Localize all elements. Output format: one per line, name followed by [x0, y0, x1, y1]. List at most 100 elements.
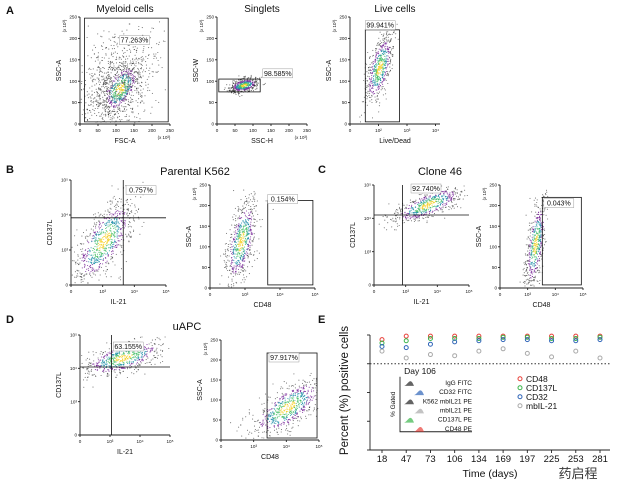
plot-4-event — [242, 229, 244, 231]
plot-0-event — [97, 57, 99, 59]
plot-2-event — [371, 95, 373, 97]
plot-4-event — [230, 261, 233, 263]
plot-5-event — [454, 188, 456, 190]
plot-6-event — [527, 283, 529, 285]
plot-0-event — [138, 76, 140, 78]
plot-4-event — [245, 216, 247, 218]
plot-3-event — [96, 253, 99, 255]
plot-2-event — [386, 66, 388, 69]
plot-3-event — [86, 239, 88, 241]
plot-0-event — [81, 83, 83, 85]
plot-0-event — [100, 113, 103, 115]
plot-0-event — [124, 97, 126, 99]
plot-3-event — [80, 243, 82, 245]
plot-0-event — [143, 48, 145, 50]
plot-4-event — [248, 204, 250, 206]
plot-0-event — [149, 67, 151, 69]
plot-3-event — [96, 269, 98, 271]
plot-3-event — [93, 270, 96, 272]
plot-3-event — [74, 271, 76, 273]
plot-6-event — [539, 208, 541, 210]
plot-0-event — [129, 87, 131, 89]
plot-6-event — [539, 217, 541, 219]
plot-3-event — [119, 276, 121, 278]
plot-4-event — [240, 210, 243, 212]
plot-5-event — [442, 203, 444, 205]
plot-3-event — [90, 254, 92, 256]
plot-5-event — [453, 199, 455, 201]
plot-1-event — [242, 87, 244, 89]
plot-5-event — [440, 207, 442, 209]
plot-4-event — [239, 247, 241, 249]
plot-0-event — [119, 68, 121, 71]
plot-2-event — [380, 74, 382, 76]
plot-4-event — [250, 233, 252, 235]
plot-4-event — [246, 252, 248, 254]
plot-5-event — [395, 229, 397, 231]
plot-2-event — [363, 112, 365, 114]
plot-0-event — [110, 52, 113, 54]
plot-2-event — [381, 64, 383, 66]
plot-4-event — [242, 258, 244, 260]
plot-2-event — [370, 72, 373, 74]
plot-0-event — [137, 101, 139, 104]
plot-1-event — [237, 83, 239, 85]
plot-4-event — [225, 264, 227, 266]
plot-0-event — [125, 106, 127, 108]
plot-0-event — [114, 102, 116, 104]
plot-5-event — [395, 210, 397, 212]
plot-5-event — [426, 207, 429, 209]
plot-3-event — [105, 253, 107, 255]
plot-2-event — [366, 96, 368, 98]
plot-3-event — [112, 249, 114, 252]
plot-3-event — [110, 276, 112, 278]
plot-2-event — [372, 90, 374, 93]
plot-5-event — [399, 216, 401, 218]
plot-6-event — [529, 229, 531, 231]
plot-0-event — [89, 96, 91, 98]
plot-1-event — [246, 85, 248, 87]
plot-0-event — [110, 90, 112, 92]
plot-5-event — [445, 199, 447, 201]
plot-0-event — [152, 71, 154, 73]
plot-3-event — [127, 226, 129, 228]
plot-2-event — [380, 66, 382, 68]
plot-4-event — [223, 259, 225, 262]
plot-0-event — [109, 110, 111, 112]
plot-0-event — [99, 99, 101, 101]
plot-2-events — [359, 23, 399, 123]
plot-2-event — [392, 64, 394, 66]
plot-3-event — [98, 256, 100, 258]
plot-0-event — [132, 94, 134, 97]
plot-0-event — [91, 114, 93, 116]
plot-0-event — [137, 72, 139, 74]
plot-0-event — [127, 58, 129, 60]
plot-6-event — [525, 264, 527, 266]
plot-2-event — [371, 83, 373, 85]
plot-4-event — [241, 237, 243, 239]
plot-2-event — [383, 64, 385, 67]
plot-0-event — [96, 77, 98, 79]
plot-5-event — [439, 201, 441, 204]
plot-0-event — [124, 91, 127, 93]
plot-0-event — [137, 67, 139, 69]
plot-3-event — [92, 258, 94, 260]
plot-3-event — [95, 252, 97, 254]
plot-1-event — [248, 82, 250, 84]
plot-4-event — [243, 277, 245, 279]
plot-1-event — [247, 77, 249, 79]
plot-0-event — [164, 89, 166, 91]
plot-4-event — [235, 263, 237, 265]
plot-6-ytick-label: 150 — [489, 224, 497, 229]
plot-2-event — [375, 78, 377, 80]
plot-4-event — [235, 226, 238, 228]
plot-4-event — [229, 229, 231, 231]
plot-3-event — [123, 227, 125, 229]
plot-3-event — [99, 265, 101, 267]
plot-0-event — [113, 40, 115, 43]
plot-6-event — [544, 193, 547, 195]
plot-0-event — [114, 68, 116, 70]
plot-4-event — [254, 200, 256, 202]
plot-0-event — [105, 53, 107, 55]
plot-6-event — [533, 269, 535, 271]
